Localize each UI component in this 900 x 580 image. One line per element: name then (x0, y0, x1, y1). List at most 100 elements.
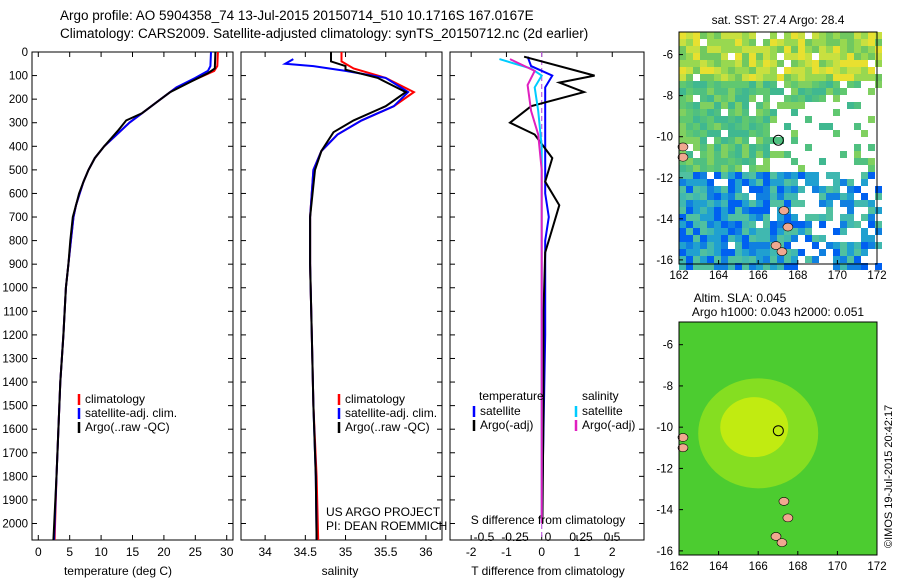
sst-cell (791, 179, 798, 186)
sst-cell (714, 144, 721, 151)
sst-cell (742, 263, 749, 270)
sst-cell (847, 200, 854, 207)
sst-cell (791, 256, 798, 263)
sst-cell (721, 88, 728, 95)
sst-cell (749, 67, 756, 74)
sst-cell (791, 74, 798, 81)
figure-title-line1: Argo profile: AO 5904358_74 13-Jul-2015 … (60, 8, 534, 23)
sst-cell (742, 151, 749, 158)
sst-cell (721, 242, 728, 249)
sst-cell (721, 60, 728, 67)
island-shape (778, 497, 790, 506)
sst-cell (791, 214, 798, 221)
map-frame (678, 321, 878, 556)
sst-cell (847, 67, 854, 74)
sst-cell (826, 46, 833, 53)
sst-cell (854, 46, 861, 53)
sst-cell (777, 88, 784, 95)
sst-cell (679, 249, 686, 256)
sst-cell (742, 228, 749, 235)
sst-cell (868, 67, 875, 74)
sst-cell (791, 172, 798, 179)
sst-cell (854, 144, 861, 151)
sst-cell (679, 235, 686, 242)
sst-cell (833, 46, 840, 53)
sst-cell (721, 193, 728, 200)
sst-cell (798, 186, 805, 193)
sst-cell (721, 53, 728, 60)
sst-cell (784, 123, 791, 130)
sst-cell (756, 172, 763, 179)
sst-cell (679, 179, 686, 186)
sst-cell (679, 116, 686, 123)
sst-cell (693, 249, 700, 256)
sst-cell (749, 228, 756, 235)
sst-cell (861, 60, 868, 67)
sst-cell (784, 81, 791, 88)
sst-cell (707, 130, 714, 137)
sst-cell (854, 123, 861, 130)
sst-cell (679, 207, 686, 214)
sst-cell (728, 88, 735, 95)
sst-cell (819, 221, 826, 228)
x-tick-label: 35.5 (374, 545, 398, 559)
sst-map-title: sat. SST: 27.4 Argo: 28.4 (712, 13, 845, 27)
sst-cell (756, 123, 763, 130)
sst-cell (728, 123, 735, 130)
y-tick-label: 1600 (2, 424, 28, 436)
sst-cell (854, 249, 861, 256)
sst-cell (784, 39, 791, 46)
sst-cell (721, 228, 728, 235)
sst-cell (819, 46, 826, 53)
sst-cell (777, 256, 784, 263)
sst-cell (875, 60, 882, 67)
sst-cell (770, 256, 777, 263)
sst-cell (756, 256, 763, 263)
sst-cell (714, 186, 721, 193)
sla-map-title-line1: Altim. SLA: 0.045 (694, 291, 787, 305)
sst-cell (707, 53, 714, 60)
sst-cell (875, 242, 882, 249)
sla-map-title-line2: Argo h1000: 0.043 h2000: 0.051 (692, 305, 864, 319)
sst-cell (707, 179, 714, 186)
sst-cell (749, 200, 756, 207)
sst-cell (777, 60, 784, 67)
map-y-tick-label: -12 (656, 463, 673, 475)
sst-cell (833, 228, 840, 235)
sst-cell (735, 151, 742, 158)
sst-cell (819, 249, 826, 256)
sst-cell (826, 242, 833, 249)
sst-cell (798, 88, 805, 95)
sst-cell (847, 214, 854, 221)
sst-cell (749, 123, 756, 130)
sst-cell (714, 228, 721, 235)
sst-cell (714, 88, 721, 95)
map-x-tick-label: 170 (828, 270, 847, 282)
series-line-1 (281, 58, 410, 541)
sst-cell (714, 158, 721, 165)
salinity-profile-panel: 34 34.5 35 35.5 36 climatologysatellite-adj. … (240, 51, 443, 559)
sst-cell (728, 249, 735, 256)
sst-cell (826, 32, 833, 39)
sst-cell (707, 144, 714, 151)
sst-cell (861, 235, 868, 242)
sst-cell (700, 74, 707, 81)
sst-cell (756, 200, 763, 207)
sst-cell (847, 193, 854, 200)
sst-cell (763, 137, 770, 144)
sst-cell (707, 193, 714, 200)
sst-cell (812, 88, 819, 95)
series-line-1 (508, 55, 595, 524)
sst-cell (770, 88, 777, 95)
sst-cell (756, 214, 763, 221)
sst-cell (721, 256, 728, 263)
project-annotation: US ARGO PROJECT (326, 505, 441, 519)
sst-cell (686, 165, 693, 172)
sst-cell (686, 256, 693, 263)
sst-cell (721, 172, 728, 179)
sst-cell (812, 172, 819, 179)
sst-cell (679, 123, 686, 130)
sst-cell (742, 256, 749, 263)
sst-cell (742, 60, 749, 67)
sst-cell (742, 109, 749, 116)
